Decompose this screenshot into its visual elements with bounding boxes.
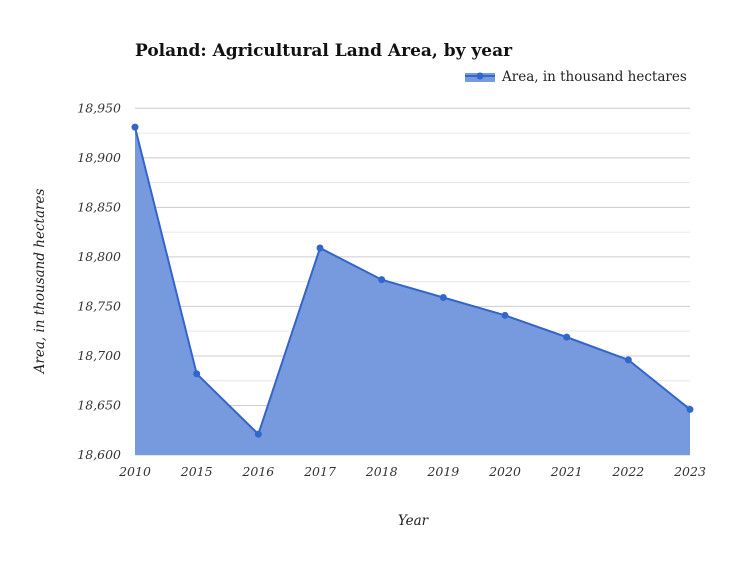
data-point-2021 xyxy=(563,333,571,341)
legend-label: Area, in thousand hectares xyxy=(501,69,687,85)
y-tick-label: 18,600 xyxy=(77,447,121,462)
x-tick-label: 2019 xyxy=(426,464,459,479)
data-point-2022 xyxy=(624,356,632,364)
data-point-2023 xyxy=(686,405,694,413)
x-tick-label: 2017 xyxy=(303,464,336,479)
legend: Area, in thousand hectares xyxy=(465,69,687,85)
data-point-2017 xyxy=(316,244,324,252)
y-tick-label: 18,650 xyxy=(77,397,121,412)
y-tick-label: 18,700 xyxy=(77,348,121,363)
x-tick-label: 2021 xyxy=(550,464,583,479)
x-axis-label: Year xyxy=(398,513,430,529)
x-tick-label: 2018 xyxy=(365,464,398,479)
y-tick-label: 18,800 xyxy=(77,249,121,264)
y-tick-label: 18,850 xyxy=(77,199,121,214)
data-point-2020 xyxy=(501,311,509,319)
data-point-2015 xyxy=(193,370,201,378)
data-point-2016 xyxy=(254,430,262,438)
x-tick-label: 2023 xyxy=(673,464,706,479)
y-tick-label: 18,900 xyxy=(77,150,121,165)
area-fill xyxy=(135,127,690,456)
data-point-2018 xyxy=(378,276,386,284)
x-tick-label: 2022 xyxy=(611,464,644,479)
legend-marker xyxy=(476,72,484,80)
data-point-2010 xyxy=(131,123,139,131)
series-line xyxy=(134,126,691,437)
y-axis-label: Area, in thousand hectares xyxy=(32,189,48,376)
chart-title: Poland: Agricultural Land Area, by year xyxy=(135,41,513,61)
y-tick-label: 18,950 xyxy=(77,100,121,115)
x-tick-label: 2020 xyxy=(488,464,521,479)
x-tick-label: 2016 xyxy=(241,464,274,479)
data-point-2019 xyxy=(439,293,447,301)
x-tick-label: 2015 xyxy=(180,464,213,479)
x-tick-label: 2010 xyxy=(118,464,151,479)
y-tick-label: 18,750 xyxy=(77,298,121,313)
